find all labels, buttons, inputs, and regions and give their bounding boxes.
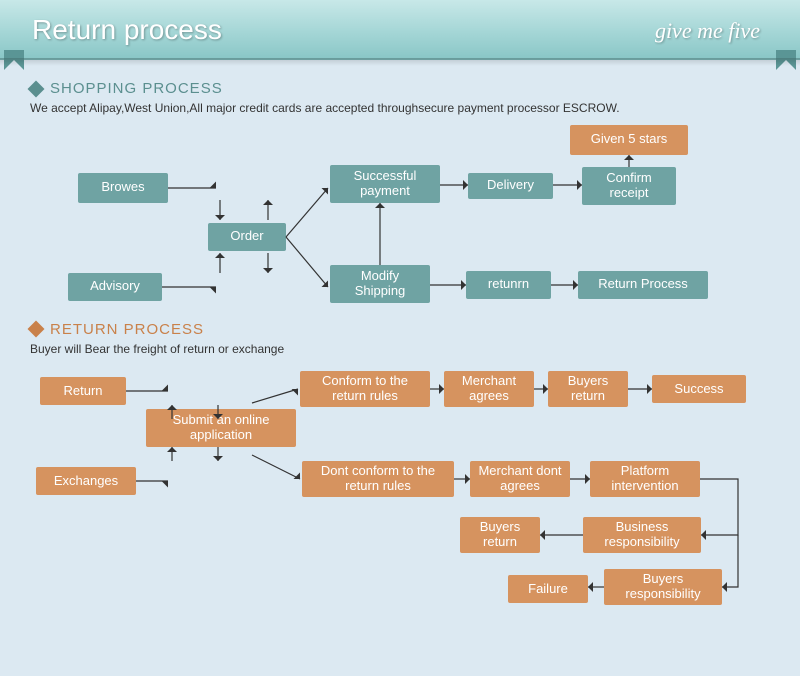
node-conform: Conform to the return rules [300, 371, 430, 407]
shopping-subtext: We accept Alipay,West Union,All major cr… [30, 101, 770, 117]
node-order: Order [208, 223, 286, 251]
return-process-diagram: Return Conform to the return rules Merchan… [30, 365, 770, 615]
node-buyersret2: Buyers return [460, 517, 540, 553]
node-success: Success [652, 375, 746, 403]
node-returnproc: Return Process [578, 271, 708, 299]
return-heading-text: RETURN PROCESS [50, 321, 204, 338]
node-buyersret1: Buyers return [548, 371, 628, 407]
node-platform: Platform intervention [590, 461, 700, 497]
node-successful: Successful payment [330, 165, 440, 203]
node-dontconform: Dont conform to the return rules [302, 461, 454, 497]
shopping-heading-text: SHOPPING PROCESS [50, 80, 223, 97]
header-slogan: give me five [655, 18, 760, 44]
return-subtext: Buyer will Bear the freight of return or… [30, 342, 770, 358]
node-return: Return [40, 377, 126, 405]
shopping-process-diagram: Given 5 stars Browes Successful payment Del… [30, 125, 770, 315]
page-header: Return process give me five [0, 0, 800, 60]
diamond-icon [28, 80, 45, 97]
node-mdont: Merchant dont agrees [470, 461, 570, 497]
node-buyersresp: Buyers responsibility [604, 569, 722, 605]
shopping-process-heading: SHOPPING PROCESS [30, 80, 770, 97]
node-confirm: Confirm receipt [582, 167, 676, 205]
node-submit: Submit an online application [146, 409, 296, 447]
node-given5: Given 5 stars [570, 125, 688, 155]
node-magrees: Merchant agrees [444, 371, 534, 407]
return-process-heading: RETURN PROCESS [30, 321, 770, 338]
node-browes: Browes [78, 173, 168, 203]
node-failure: Failure [508, 575, 588, 603]
node-exchanges: Exchanges [36, 467, 136, 495]
node-business: Business responsibility [583, 517, 701, 553]
node-retunrn: retunrn [466, 271, 551, 299]
node-delivery: Delivery [468, 173, 553, 199]
diamond-icon [28, 321, 45, 338]
node-modify: Modify Shipping [330, 265, 430, 303]
node-advisory: Advisory [68, 273, 162, 301]
